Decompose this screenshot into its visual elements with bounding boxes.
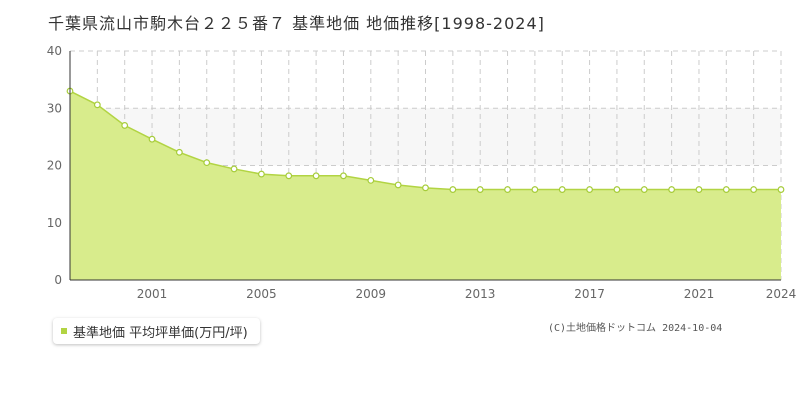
data-point (449, 186, 457, 193)
legend-swatch (61, 328, 67, 334)
x-tick-label: 2021 (684, 287, 715, 301)
y-tick-label: 10 (47, 216, 62, 230)
copyright-text: (C)土地価格ドットコム 2024-10-04 (548, 323, 723, 334)
legend-label: 基準地価 平均坪単価(万円/坪) (73, 325, 248, 341)
data-point (558, 186, 566, 193)
x-tick-label: 2013 (465, 287, 496, 301)
data-point (148, 135, 156, 143)
data-point (121, 122, 129, 129)
chart-title: 千葉県流山市駒木台２２５番７ 基準地価 地価推移[1998-2024] (48, 14, 545, 33)
data-point (613, 186, 621, 193)
data-point (668, 186, 676, 193)
x-tick-label: 2024 (766, 287, 797, 301)
data-point (175, 148, 183, 156)
data-point (340, 172, 347, 180)
data-point (695, 186, 703, 193)
data-point (722, 186, 730, 193)
data-point (476, 186, 484, 193)
y-tick-label: 20 (47, 159, 62, 173)
data-point (504, 186, 511, 193)
data-point (640, 186, 648, 193)
legend: 基準地価 平均坪単価(万円/坪) (53, 318, 260, 344)
data-point (312, 172, 320, 180)
x-tick-label: 2009 (356, 287, 387, 301)
x-tick-label: 2005 (246, 287, 277, 301)
data-point (750, 186, 758, 193)
data-point (93, 101, 101, 109)
series-area (70, 91, 781, 280)
data-point (422, 184, 429, 192)
y-tick-label: 30 (47, 101, 62, 115)
data-point (394, 181, 402, 189)
data-point (230, 165, 238, 173)
y-tick-label: 0 (54, 273, 62, 287)
data-point (285, 172, 293, 180)
x-tick-label: 2001 (137, 287, 168, 301)
data-point (258, 170, 265, 178)
data-point (777, 186, 785, 193)
data-point (203, 159, 211, 167)
data-point (531, 186, 539, 193)
y-tick-label: 40 (47, 44, 62, 58)
data-point (367, 176, 375, 184)
x-tick-label: 2017 (574, 287, 605, 301)
data-point (586, 186, 593, 193)
